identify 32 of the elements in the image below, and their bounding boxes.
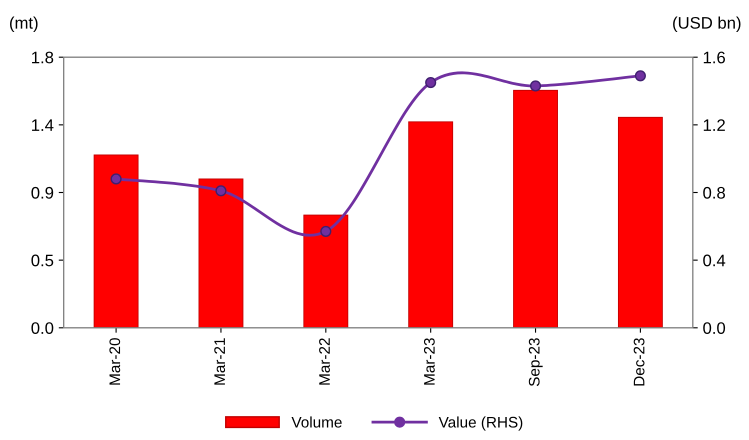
y-tick-label: 1.4 [32,119,54,131]
point [215,185,227,196]
y2-tick-label: 0.8 [703,186,725,199]
y2-axis-title: (USD bn) [673,16,740,32]
point [110,173,122,185]
x-tick-label: Mar-21 [214,338,226,385]
bar [94,154,139,328]
x-tick-label: Mar-20 [109,338,120,385]
x-tick-label: Dec-23 [634,338,644,386]
x-tick-label: Sep-23 [528,338,543,386]
x-tick-label: Mar-22 [319,338,330,385]
x-tick-label: Mar-23 [424,338,435,385]
y-tick-label: 0.5 [31,254,54,266]
legend-label: Volume [292,416,342,428]
bar [513,90,558,328]
y2-tick-label: 1.6 [704,52,725,64]
y-tick-label: 1.8 [32,52,54,64]
y2-tick-label: 0.4 [703,254,726,266]
point [425,77,436,88]
point [634,70,646,82]
y-tick-label: 0.9 [31,186,54,199]
bar [303,214,348,328]
bar [408,121,454,328]
y2-tick-label: 1.2 [704,119,725,131]
y2-tick-label: 0.0 [703,322,726,334]
bar [618,116,663,328]
point [530,80,542,92]
point [320,226,332,237]
y-tick-label: 0.0 [31,322,54,334]
legend-label: Value (RHS) [438,416,522,431]
y-axis-title: (mt) [10,16,38,32]
bar [198,178,244,328]
